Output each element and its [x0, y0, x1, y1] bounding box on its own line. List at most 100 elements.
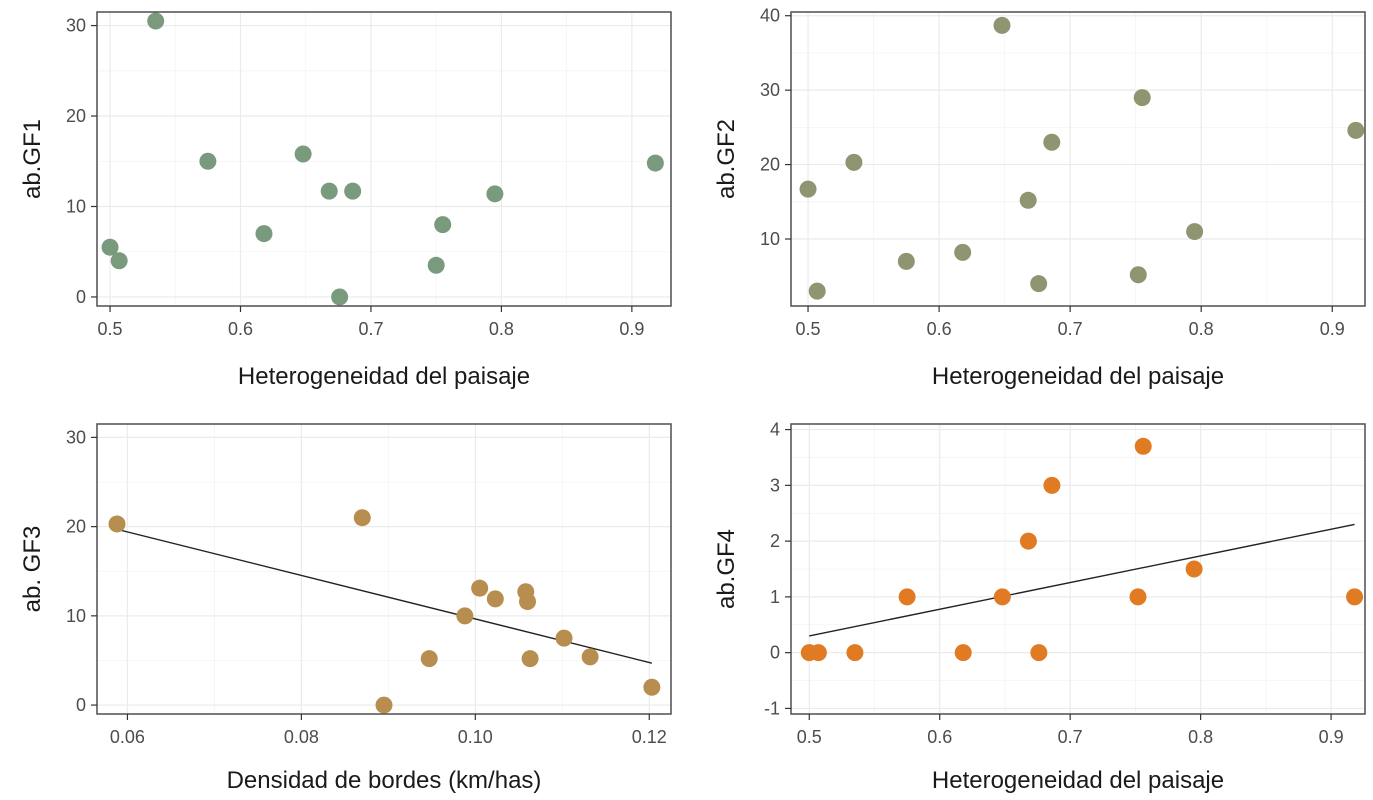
x-axis-title: Heterogeneidad del paisaje — [932, 767, 1224, 794]
panel-1: 0.5 0.6 0.7 0.8 0.9 0 10 20 30 Heterogeneidad del… — [19, 11, 672, 390]
data-point — [486, 185, 504, 203]
panel-2: 0.5 0.6 0.7 0.8 0.9 10 20 30 40 Heterogeneidad de… — [713, 6, 1366, 390]
data-point — [1129, 266, 1147, 284]
data-point — [294, 145, 312, 163]
y-tick-label: 10 — [760, 229, 780, 249]
data-point — [1030, 644, 1048, 662]
y-tick-label: 30 — [66, 427, 86, 447]
y-tick-label: 3 — [770, 475, 780, 495]
data-point — [846, 644, 864, 662]
y-tick-label: 20 — [66, 517, 86, 537]
x-tick-label: 0.6 — [927, 727, 952, 747]
x-tick-label: 0.10 — [458, 727, 493, 747]
data-point — [471, 579, 489, 597]
data-point — [1185, 560, 1203, 578]
data-point — [1347, 121, 1365, 139]
x-tick-label: 0.5 — [796, 319, 821, 339]
data-point — [255, 225, 273, 243]
y-tick-label: 20 — [66, 106, 86, 126]
y-tick-label: 30 — [760, 80, 780, 100]
x-tick-label: 0.6 — [228, 319, 253, 339]
x-tick-label: 0.7 — [1058, 727, 1083, 747]
y-axis-title: ab.GF2 — [713, 119, 740, 199]
y-tick-label: 4 — [770, 420, 780, 440]
y-tick-label: 10 — [66, 606, 86, 626]
data-point — [809, 644, 827, 662]
data-point — [993, 16, 1011, 34]
data-point — [1043, 133, 1061, 151]
y-tick-label: 10 — [66, 196, 86, 216]
x-tick-label: 0.8 — [1189, 319, 1214, 339]
y-tick-label: 40 — [760, 6, 780, 26]
y-tick-label: 1 — [770, 587, 780, 607]
x-tick-label: 0.9 — [1320, 319, 1345, 339]
data-point — [1129, 588, 1147, 606]
data-point — [897, 252, 915, 270]
y-tick-label: 0 — [76, 695, 86, 715]
x-tick-label: 0.9 — [1319, 727, 1344, 747]
data-point — [555, 629, 573, 647]
data-point — [101, 238, 119, 256]
x-axis-title: Heterogeneidad del paisaje — [932, 363, 1224, 390]
data-point — [427, 256, 445, 274]
panel-4: 0.5 0.6 0.7 0.8 0.9 -1 0 1 2 3 4 Heterogeneidad del… — [713, 420, 1366, 794]
x-tick-label: 0.9 — [619, 319, 644, 339]
panel-border — [790, 11, 1366, 307]
data-point — [434, 216, 452, 234]
data-point — [353, 509, 371, 527]
x-axis-title: Densidad de bordes (km/has) — [227, 767, 542, 794]
data-point — [320, 182, 338, 200]
x-tick-label: 0.8 — [489, 319, 514, 339]
trend-line — [809, 523, 1355, 637]
data-point — [1346, 588, 1364, 606]
y-tick-label: -1 — [764, 698, 780, 718]
data-point — [331, 288, 349, 306]
x-tick-label: 0.6 — [927, 319, 952, 339]
x-tick-label: 0.08 — [284, 727, 319, 747]
data-point — [147, 12, 165, 30]
data-point — [110, 252, 128, 270]
x-tick-label: 0.5 — [98, 319, 123, 339]
y-tick-label: 0 — [76, 287, 86, 307]
data-point — [1134, 437, 1152, 455]
plot-background — [97, 424, 671, 714]
data-point — [808, 282, 826, 300]
data-point — [1030, 275, 1048, 293]
data-point — [799, 180, 817, 198]
data-point — [519, 593, 536, 611]
data-point — [1133, 89, 1151, 107]
data-point — [344, 182, 362, 200]
data-point — [581, 648, 599, 666]
data-point — [993, 588, 1011, 606]
data-point — [456, 607, 474, 625]
x-tick-label: 0.06 — [110, 727, 145, 747]
data-point — [108, 515, 126, 533]
y-axis-title: ab.GF4 — [713, 529, 740, 609]
plot-background — [97, 12, 671, 306]
data-point — [898, 588, 916, 606]
data-point — [420, 650, 438, 668]
data-point — [1019, 532, 1037, 550]
y-tick-label: 0 — [770, 643, 780, 663]
data-point — [1019, 191, 1037, 209]
data-point — [643, 678, 661, 696]
data-point — [646, 154, 664, 172]
y-axis-title: ab.GF1 — [19, 119, 46, 199]
y-axis-title: ab. GF3 — [19, 526, 46, 613]
x-tick-label: 0.7 — [1058, 319, 1083, 339]
data-point — [1186, 223, 1204, 241]
x-tick-label: 0.7 — [358, 319, 383, 339]
data-point — [486, 590, 504, 608]
panel-3: 0.06 0.08 0.10 0.12 0 10 20 30 Densidad de borde… — [19, 423, 672, 794]
data-point — [954, 243, 972, 261]
x-tick-label: 0.5 — [797, 727, 822, 747]
panel-border — [96, 11, 672, 307]
data-point — [199, 152, 217, 170]
data-point — [845, 153, 863, 171]
panel-border — [790, 423, 1366, 715]
y-tick-label: 2 — [770, 531, 780, 551]
x-tick-label: 0.8 — [1188, 727, 1213, 747]
data-point — [521, 650, 539, 668]
panel-border — [96, 423, 672, 715]
